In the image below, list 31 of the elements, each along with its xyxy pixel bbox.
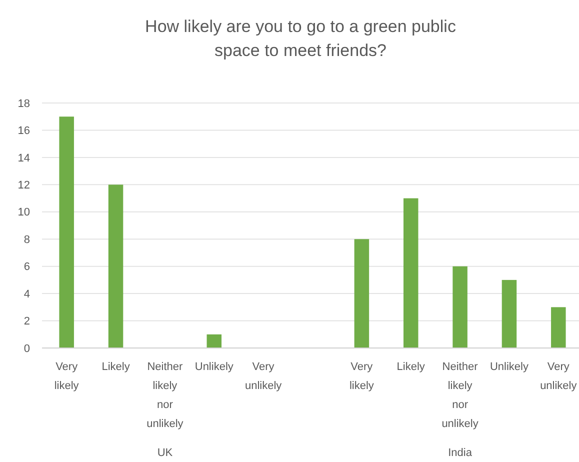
x-tick-label: Likely xyxy=(102,361,130,373)
y-tick-label: 14 xyxy=(18,152,30,164)
y-tick-label: 8 xyxy=(24,234,30,246)
y-tick-label: 12 xyxy=(18,180,30,192)
y-tick-label: 4 xyxy=(24,288,30,300)
text: UK xyxy=(157,447,174,459)
y-tick-label: 2 xyxy=(24,316,30,328)
y-tick-label: 0 xyxy=(24,342,30,355)
x-tick-label: Very unlikely xyxy=(244,361,282,392)
chart-title: How likely are you to go to a green public space to meet friends? xyxy=(145,17,456,60)
x-tick-label: Very unlikely xyxy=(540,361,578,392)
bar xyxy=(108,184,124,348)
text: India xyxy=(448,447,473,459)
bar xyxy=(502,280,517,348)
bar xyxy=(354,239,370,348)
y-tick-label: 18 xyxy=(18,98,30,110)
x-tick-label: Unlikely xyxy=(194,361,234,373)
x-tick-label: Likely xyxy=(396,361,426,373)
bar xyxy=(551,307,566,348)
x-tick-label: Very likely xyxy=(54,361,80,392)
y-tick-label: 10 xyxy=(18,206,30,219)
bar xyxy=(403,198,418,348)
y-tick-label: 6 xyxy=(24,261,30,274)
x-tick-label: Very likely xyxy=(349,361,374,392)
x-tick-label: Neither likely nor unlikely xyxy=(146,361,184,430)
bar xyxy=(452,266,468,348)
x-tick-label: Unlikely xyxy=(490,361,529,373)
x-tick-label: Neither likely nor unlikely xyxy=(442,361,479,430)
bar xyxy=(206,334,222,348)
y-tick-label: 16 xyxy=(18,125,30,138)
bar xyxy=(59,116,74,348)
